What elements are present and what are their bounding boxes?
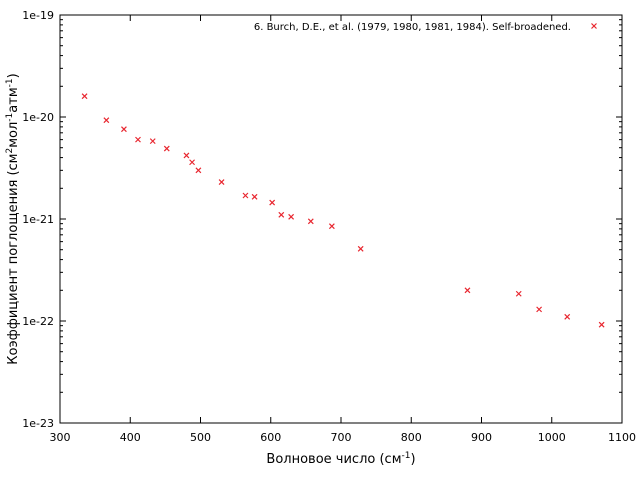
y-axis-title-b: мол [6, 122, 21, 148]
data-point [357, 245, 364, 252]
data-point [269, 199, 276, 206]
data-point [242, 192, 249, 199]
x-tick-label: 700 [331, 431, 352, 444]
y-axis-title-sup2: -1 [5, 113, 15, 122]
data-point [81, 93, 88, 100]
data-point [189, 159, 195, 166]
y-axis-title-c: атм [6, 87, 21, 112]
data-point [307, 218, 314, 225]
x-axis: 300 400 500 600 700 800 900 1000 1100 [50, 15, 636, 444]
data-point [536, 306, 543, 313]
x-tick-label: 900 [471, 431, 492, 444]
data-point [195, 167, 202, 174]
data-point [121, 126, 127, 133]
y-axis: 1e-23 1e-22 1e-21 1e-20 1e-19 [22, 9, 622, 430]
legend-label: 6. Burch, D.E., et al. (1979, 1980, 1981… [254, 22, 571, 33]
x-axis-title-sup: -1 [402, 451, 411, 461]
data-point [278, 211, 285, 218]
data-point [149, 138, 156, 145]
plot-frame [59, 14, 623, 424]
data-point [288, 213, 295, 220]
y-tick-label: 1e-20 [22, 111, 54, 124]
y-axis-title-a: Коэффициент поглощения (см [6, 154, 21, 365]
data-point [163, 145, 170, 152]
y-tick-label: 1e-22 [22, 315, 54, 328]
data-point [328, 223, 335, 230]
x-tick-label: 300 [50, 431, 71, 444]
y-axis-title-sup3: -1 [5, 78, 15, 87]
y-axis-title: Коэффициент поглощения (см2мол-1атм-1) [5, 73, 21, 364]
x-axis-title-end: ) [410, 452, 415, 467]
data-point [103, 117, 110, 124]
legend-marker [591, 23, 597, 29]
data-points [81, 93, 605, 328]
y-tick-label: 1e-19 [22, 9, 54, 22]
x-tick-label: 1000 [538, 431, 566, 444]
x-axis-title: Волновое число (см-1) [266, 451, 415, 467]
data-point [564, 313, 571, 320]
y-axis-title-sup1: 2 [5, 148, 15, 154]
data-point [251, 193, 258, 200]
y-tick-label: 1e-21 [22, 213, 54, 226]
data-point [464, 287, 471, 294]
data-point [218, 179, 225, 186]
x-tick-label: 500 [190, 431, 211, 444]
data-point [183, 152, 190, 159]
data-point [598, 321, 605, 328]
x-tick-label: 1100 [608, 431, 636, 444]
y-axis-title-d: ) [6, 73, 21, 78]
x-tick-label: 400 [120, 431, 141, 444]
x-tick-label: 600 [260, 431, 281, 444]
legend: 6. Burch, D.E., et al. (1979, 1980, 1981… [254, 22, 597, 33]
y-tick-label: 1e-23 [22, 417, 54, 430]
x-tick-label: 800 [401, 431, 422, 444]
legend-marker-x [591, 23, 597, 29]
x-axis-title-text: Волновое число (см [266, 452, 401, 467]
data-point [515, 290, 522, 297]
data-point [135, 136, 141, 143]
